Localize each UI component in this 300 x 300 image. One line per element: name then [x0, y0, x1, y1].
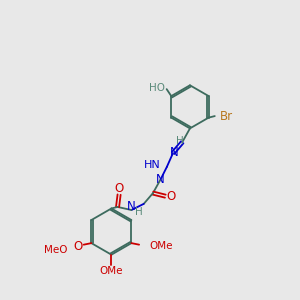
Text: O: O [115, 182, 124, 195]
Text: N: N [169, 146, 178, 159]
Text: N: N [156, 173, 165, 186]
Text: HO: HO [149, 83, 165, 93]
Text: O: O [73, 240, 82, 253]
Text: Br: Br [220, 110, 233, 123]
Text: O: O [166, 190, 175, 203]
Text: H: H [135, 207, 143, 217]
Text: OMe: OMe [100, 266, 123, 276]
Text: N: N [127, 200, 136, 213]
Text: OMe: OMe [149, 241, 172, 251]
Text: HN: HN [144, 160, 161, 170]
Text: MeO: MeO [44, 245, 68, 255]
Text: H: H [176, 136, 184, 146]
